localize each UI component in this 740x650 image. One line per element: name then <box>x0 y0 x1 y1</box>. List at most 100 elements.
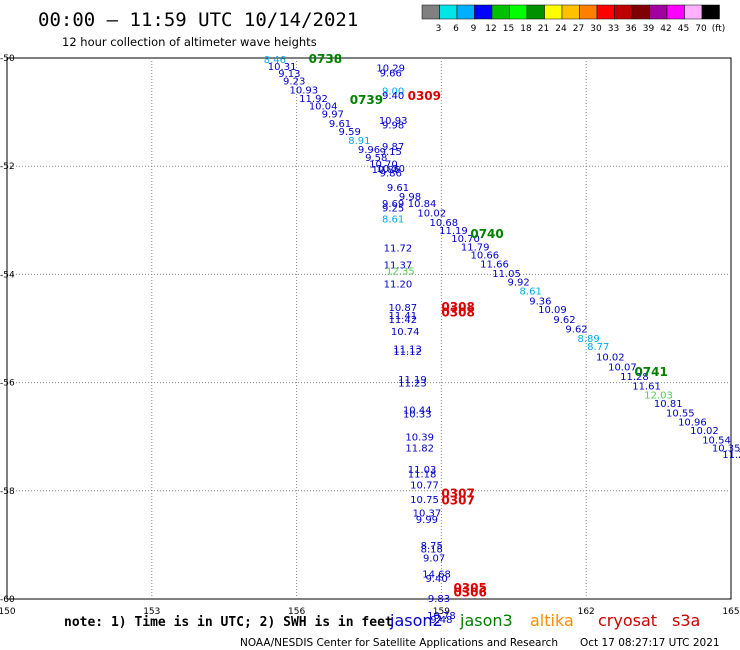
scale-label: 24 <box>555 24 567 34</box>
wave-height-point: 10.87 <box>388 303 417 314</box>
wave-height-point: 9.36 <box>529 296 551 307</box>
wave-height-point: 9.40 <box>425 574 447 585</box>
wave-height-point: 10.02 <box>690 426 719 437</box>
wave-height-point: 14.68 <box>422 570 451 581</box>
legend-jason3: jason3 <box>459 611 513 630</box>
wave-height-point: 10.37 <box>413 508 442 519</box>
wave-height-point: 9.07 <box>423 553 445 564</box>
wave-height-point: 8.46 <box>264 55 286 66</box>
scale-swatch <box>509 4 528 20</box>
wave-height-point: 11.66 <box>480 260 509 271</box>
wave-height-point: 8.91 <box>348 136 370 147</box>
wave-height-point: 9.69 <box>382 199 404 210</box>
wave-height-point: 11.92 <box>299 94 328 105</box>
y-tick-label: -60 <box>0 595 15 605</box>
wave-height-point: 11.13 <box>393 345 422 356</box>
wave-height-point: 10.31 <box>268 62 297 73</box>
scale-label: 15 <box>503 24 514 34</box>
satellite-legend: jason2 jason3 altika cryosat s3a <box>389 611 700 630</box>
wave-height-point: 9.98 <box>382 121 404 132</box>
wave-height-point: 8.77 <box>587 342 609 353</box>
scale-label: 39 <box>643 24 655 34</box>
wave-height-point: 10.78 <box>427 611 456 622</box>
scale-label: 27 <box>573 24 584 34</box>
scale-swatch <box>684 4 703 20</box>
legend-s3a: s3a <box>672 611 700 630</box>
wave-height-point: 10.77 <box>410 480 439 491</box>
wave-height-point: 11.42 <box>388 315 417 326</box>
wave-height-point: 10.68 <box>429 218 458 229</box>
wave-height-point: 10.93 <box>290 85 319 96</box>
wave-height-point: 9.97 <box>322 110 344 121</box>
wave-height-point: 9.23 <box>283 77 305 88</box>
wave-height-point: 10.35 <box>712 444 740 455</box>
wave-height-point: 10.70 <box>451 234 480 245</box>
wave-height-point: 9.98 <box>399 192 421 203</box>
wave-height-point: 10.33 <box>403 409 432 420</box>
wave-height-point: 8.89 <box>577 334 599 345</box>
wave-height-point: 10.84 <box>408 199 437 210</box>
wave-height-point: 12.03 <box>644 391 673 402</box>
scale-label: 70 <box>695 24 707 34</box>
y-tick-label: -54 <box>0 270 15 280</box>
x-tick-label: 156 <box>288 607 305 617</box>
wave-height-point: 9.62 <box>565 325 587 336</box>
wave-height-point: 9.25 <box>382 203 404 214</box>
scale-swatch <box>544 4 563 20</box>
scale-swatch <box>631 4 650 20</box>
scale-swatch <box>491 4 510 20</box>
chart-title: 00:00 – 11:59 UTC 10/14/2021 <box>38 9 358 31</box>
wave-height-point: 11.05 <box>492 269 521 280</box>
pass-label: 0306 <box>453 586 486 600</box>
x-tick-label: 159 <box>433 607 450 617</box>
scale-swatch <box>596 4 615 20</box>
wave-height-point: 9.58 <box>365 153 387 164</box>
wave-height-point: 9.40 <box>382 91 404 102</box>
pass-label: 0308 <box>441 305 474 319</box>
scale-swatch <box>439 4 458 20</box>
scale-label: 9 <box>471 24 477 34</box>
wave-height-point: 10.70 <box>369 159 398 170</box>
y-tick-label: -52 <box>0 162 15 172</box>
pass-label: 0738 <box>309 52 342 66</box>
wave-height-point: 8.61 <box>520 287 542 298</box>
wave-height-point: 11.72 <box>384 243 413 254</box>
scale-swatch <box>474 4 493 20</box>
wave-height-point: 10.86 <box>372 165 401 176</box>
pass-label: 0739 <box>350 93 383 107</box>
wave-height-point: 11.79 <box>461 242 490 253</box>
scale-swatch <box>666 4 685 20</box>
wave-height-point: 10.66 <box>471 250 500 261</box>
legend-cryosat: cryosat <box>598 611 657 630</box>
x-tick-label: 153 <box>143 607 160 617</box>
scale-label: 36 <box>625 24 637 34</box>
scale-label: 21 <box>538 24 549 34</box>
wave-height-point: 10.75 <box>410 495 439 506</box>
wave-height-point: 11.37 <box>384 261 413 272</box>
footer-note: note: 1) Time is in UTC; 2) SWH is in fe… <box>64 615 393 630</box>
scale-swatch <box>649 4 668 20</box>
wave-height-point: 9.13 <box>278 69 300 80</box>
wave-height-point: 10.04 <box>309 102 338 113</box>
wave-height-point: 10.02 <box>596 353 625 364</box>
wave-height-point: 10.39 <box>405 433 434 444</box>
wave-height-point: 9.15 <box>380 147 402 158</box>
wave-height-point: 10.54 <box>702 435 731 446</box>
wave-height-point: 9.66 <box>380 69 402 80</box>
wave-height-point: 11.20 <box>384 280 413 291</box>
plot-frame <box>6 57 732 600</box>
y-tick-label: -50 <box>0 54 15 64</box>
wave-height-point: 11.03 <box>408 465 437 476</box>
scale-label: 33 <box>608 24 619 34</box>
wave-height-point: 12.35 <box>386 267 415 278</box>
wave-height-point: 9.48 <box>430 615 452 626</box>
wave-height-point: 10.44 <box>403 406 432 417</box>
x-tick-label: 165 <box>722 607 739 617</box>
wave-height-point: 9.87 <box>382 142 404 153</box>
footer-credit: NOAA/NESDIS Center for Satellite Applica… <box>240 637 558 649</box>
scale-swatch <box>561 4 580 20</box>
y-tick-label: -56 <box>0 379 15 389</box>
wave-height-point: 9.00 <box>382 86 404 97</box>
scale-label: (ft) <box>712 24 726 34</box>
